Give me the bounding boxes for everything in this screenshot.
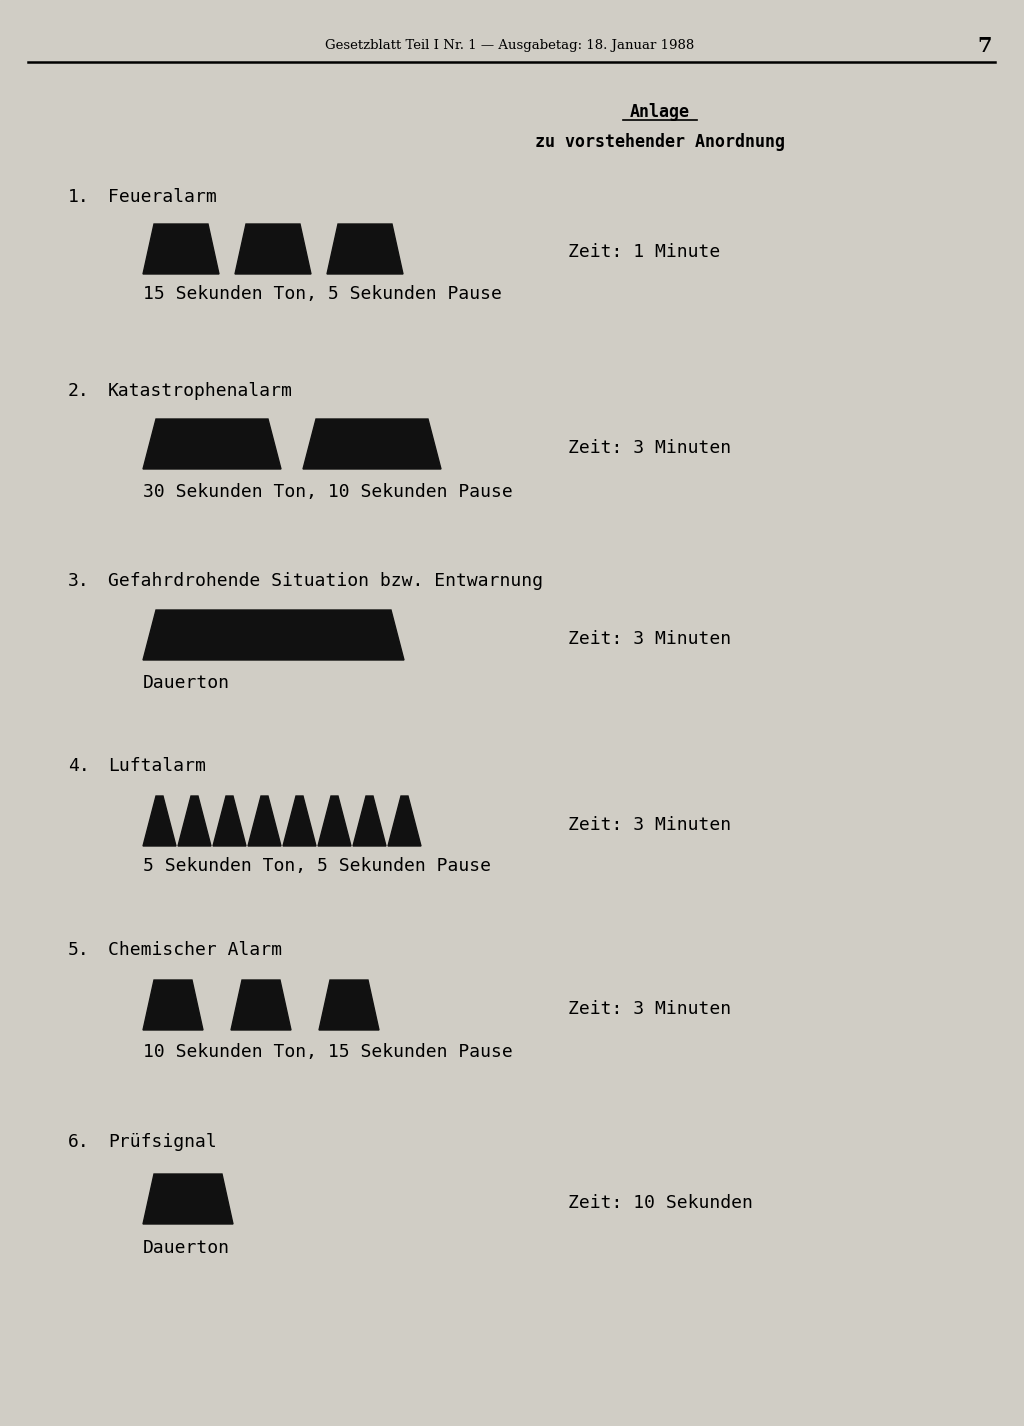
Text: zu vorstehender Anordnung: zu vorstehender Anordnung [535, 133, 785, 151]
Text: 30 Sekunden Ton, 10 Sekunden Pause: 30 Sekunden Ton, 10 Sekunden Pause [143, 483, 513, 501]
Polygon shape [178, 796, 211, 846]
Polygon shape [327, 224, 403, 274]
Text: Gefahrdrohende Situation bzw. Entwarnung: Gefahrdrohende Situation bzw. Entwarnung [108, 572, 543, 590]
Polygon shape [353, 796, 386, 846]
Polygon shape [231, 980, 291, 1030]
Text: Katastrophenalarm: Katastrophenalarm [108, 382, 293, 401]
Text: Zeit: 3 Minuten: Zeit: 3 Minuten [568, 1000, 731, 1018]
Polygon shape [143, 419, 281, 469]
Text: 15 Sekunden Ton, 5 Sekunden Pause: 15 Sekunden Ton, 5 Sekunden Pause [143, 285, 502, 302]
Text: Zeit: 3 Minuten: Zeit: 3 Minuten [568, 630, 731, 647]
Text: Gesetzblatt Teil I Nr. 1 — Ausgabetag: 18. Januar 1988: Gesetzblatt Teil I Nr. 1 — Ausgabetag: 1… [326, 40, 694, 53]
Text: Anlage: Anlage [630, 103, 690, 121]
Text: 6.: 6. [68, 1134, 90, 1151]
Polygon shape [143, 610, 404, 660]
Polygon shape [143, 1174, 233, 1224]
Polygon shape [143, 224, 219, 274]
Polygon shape [303, 419, 441, 469]
Text: 2.: 2. [68, 382, 90, 401]
Text: Dauerton: Dauerton [143, 1239, 230, 1256]
Polygon shape [143, 796, 176, 846]
Polygon shape [388, 796, 421, 846]
Text: 1.: 1. [68, 188, 90, 205]
Polygon shape [143, 980, 203, 1030]
Text: Luftalarm: Luftalarm [108, 757, 206, 774]
Text: Zeit: 3 Minuten: Zeit: 3 Minuten [568, 816, 731, 834]
Polygon shape [318, 796, 351, 846]
Text: 10 Sekunden Ton, 15 Sekunden Pause: 10 Sekunden Ton, 15 Sekunden Pause [143, 1042, 513, 1061]
Text: 5.: 5. [68, 941, 90, 960]
Text: Zeit: 3 Minuten: Zeit: 3 Minuten [568, 439, 731, 456]
Text: Feueralarm: Feueralarm [108, 188, 217, 205]
Polygon shape [283, 796, 316, 846]
Text: 4.: 4. [68, 757, 90, 774]
Text: Chemischer Alarm: Chemischer Alarm [108, 941, 282, 960]
Polygon shape [213, 796, 246, 846]
Polygon shape [234, 224, 311, 274]
Text: 5 Sekunden Ton, 5 Sekunden Pause: 5 Sekunden Ton, 5 Sekunden Pause [143, 857, 490, 876]
Text: 7: 7 [978, 36, 992, 56]
Text: Prüfsignal: Prüfsignal [108, 1134, 217, 1151]
Polygon shape [319, 980, 379, 1030]
Text: Zeit: 10 Sekunden: Zeit: 10 Sekunden [568, 1194, 753, 1212]
Text: Dauerton: Dauerton [143, 674, 230, 692]
Text: Zeit: 1 Minute: Zeit: 1 Minute [568, 242, 720, 261]
Polygon shape [248, 796, 281, 846]
Text: 3.: 3. [68, 572, 90, 590]
